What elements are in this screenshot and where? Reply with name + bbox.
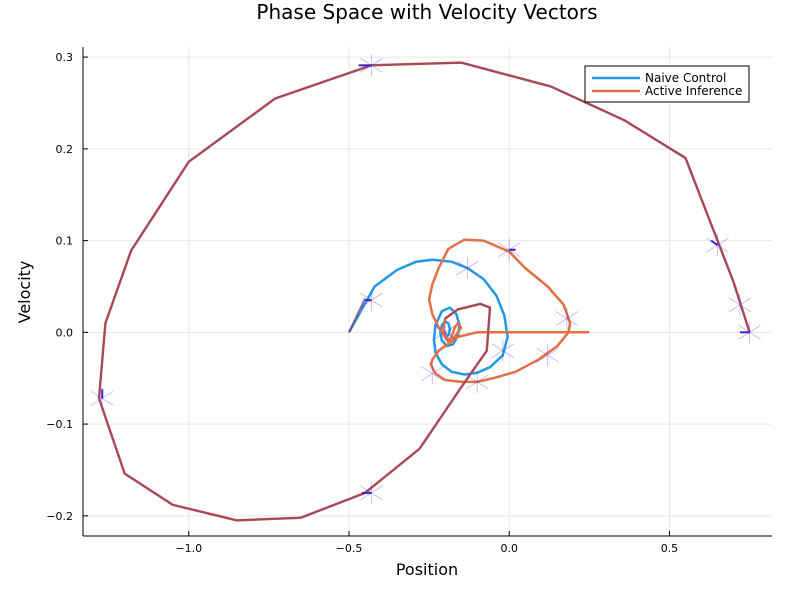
velocity-vector (456, 257, 479, 280)
velocity-vector (738, 321, 761, 344)
x-tick-label: 0.5 (661, 542, 679, 555)
chart-title: Phase Space with Velocity Vectors (256, 0, 597, 24)
velocity-vector (90, 387, 114, 410)
velocity-vector (433, 321, 457, 344)
velocity-vector (360, 289, 383, 312)
series-layer (97, 61, 751, 522)
velocity-vector (555, 307, 579, 330)
y-tick-label: −0.2 (46, 510, 73, 523)
tick-layer: −1.0 −0.5 0.0 0.5 −0.2 −0.1 0.0 0.1 0.2 0.3 (46, 51, 678, 555)
overlay-trajectory-line (98, 61, 751, 522)
y-tick-label: 0.1 (56, 235, 74, 248)
legend: Naive Control Active Inference (584, 65, 750, 103)
x-tick-label: −1.0 (175, 542, 202, 555)
grid (83, 47, 772, 536)
velocity-vector (360, 481, 383, 504)
y-tick-label: 0.2 (56, 143, 74, 156)
y-tick-label: 0.0 (56, 326, 74, 339)
velocity-vector (728, 293, 752, 316)
velocity-vector (706, 234, 729, 257)
axes (82, 47, 772, 537)
velocity-vector (497, 238, 521, 261)
legend-box (584, 65, 750, 103)
x-axis-label: Position (396, 560, 458, 579)
velocity-vector (358, 54, 383, 77)
vector-layer (90, 54, 761, 504)
velocity-vector (421, 362, 444, 385)
velocity-vector (465, 370, 489, 393)
velocity-vector (491, 339, 515, 362)
overlay-trajectory-line (348, 297, 366, 333)
x-tick-label: 0.0 (500, 542, 518, 555)
y-tick-label: −0.1 (46, 418, 73, 431)
legend-label-active: Active Inference (645, 84, 742, 98)
legend-label-naive: Naive Control (645, 71, 726, 85)
velocity-vector (536, 344, 559, 367)
y-tick-label: 0.3 (56, 51, 74, 64)
y-axis-label: Velocity (15, 261, 34, 324)
x-tick-label: −0.5 (336, 542, 363, 555)
